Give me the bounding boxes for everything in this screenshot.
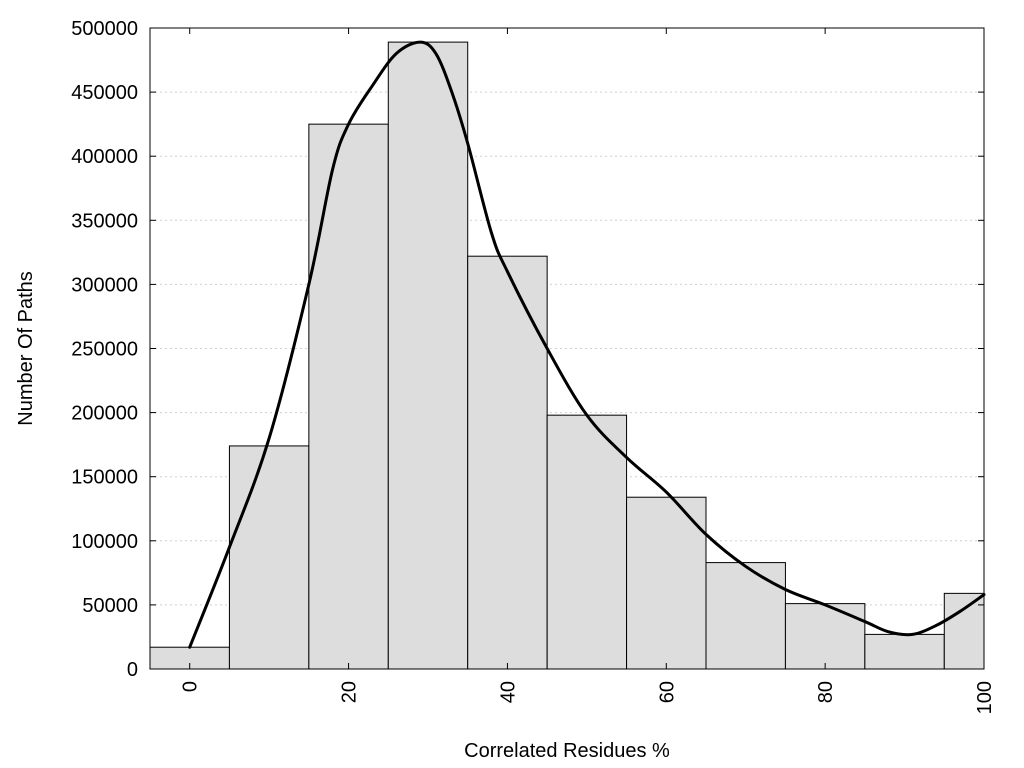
- histogram-bar: [467, 255, 548, 670]
- histogram-bar: [228, 445, 310, 670]
- histogram-bar: [546, 414, 628, 670]
- y-axis-ticks: 0 50000 100000 150000 200000 250000 300000 3500…: [71, 18, 984, 681]
- histogram-bar: [308, 123, 389, 670]
- y-tick-label: 450000: [71, 82, 138, 104]
- y-axis-label: Number Of Paths: [15, 271, 37, 426]
- y-tick-label: 100000: [71, 531, 138, 553]
- density-curve-layer: [188, 40, 986, 649]
- y-tick-label: 150000: [71, 467, 138, 489]
- histogram-bars: [149, 41, 985, 670]
- y-tick-label: 350000: [71, 210, 138, 232]
- y-tick-label: 300000: [71, 274, 138, 296]
- y-tick-label: 50000: [82, 595, 138, 617]
- x-tick-label: 60: [656, 681, 678, 703]
- histogram-bar: [705, 562, 786, 670]
- x-tick-label: 40: [497, 681, 519, 703]
- x-tick-label: 0: [180, 681, 202, 692]
- y-tick-label: 250000: [71, 339, 138, 361]
- x-axis-ticks: 0 20 40 60 80 100: [180, 28, 996, 714]
- density-curve: [188, 40, 986, 649]
- y-tick-label: 200000: [71, 403, 138, 425]
- x-tick-label: 100: [974, 681, 996, 714]
- y-tick-label: 500000: [71, 18, 138, 40]
- x-tick-label: 20: [339, 681, 361, 703]
- y-tick-label: 400000: [71, 146, 138, 168]
- histogram-bar: [864, 633, 945, 670]
- x-tick-label: 80: [815, 681, 837, 703]
- y-tick-label: 0: [127, 659, 138, 681]
- histogram-bar: [387, 41, 469, 670]
- histogram-bar: [784, 603, 866, 670]
- x-axis-label: Correlated Residues %: [464, 740, 670, 762]
